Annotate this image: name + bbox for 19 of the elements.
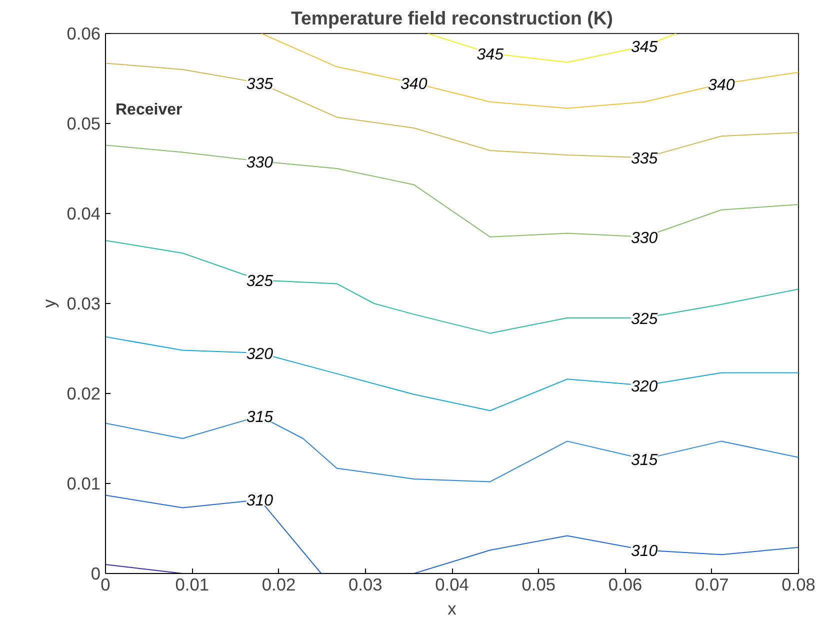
y-axis-title: y [38,298,59,308]
x-tick-label: 0.04 [435,574,470,594]
x-tick-label: 0.05 [522,574,556,594]
x-tick-label: 0.02 [262,574,296,594]
x-tick-label: 0.01 [175,574,209,594]
x-tick-label: 0.08 [782,574,816,594]
y-tick-label: 0.03 [66,294,101,314]
y-tick-label: 0.01 [66,474,101,494]
x-tick-label: 0.03 [348,574,382,594]
line-series [106,336,798,412]
y-tick-label: 0.06 [66,24,101,44]
y-tick-label: 0.04 [66,204,101,224]
x-axis-title: x [448,598,457,618]
x-tick-label: 0.06 [608,574,642,594]
y-tick-label: 0.05 [66,114,101,134]
x-tick-label: 0.07 [695,574,729,594]
annotation: Receiver [116,102,182,118]
y-tick-label: 0.02 [66,384,101,404]
chart-title: Temperature field reconstruction (K) [290,8,614,28]
